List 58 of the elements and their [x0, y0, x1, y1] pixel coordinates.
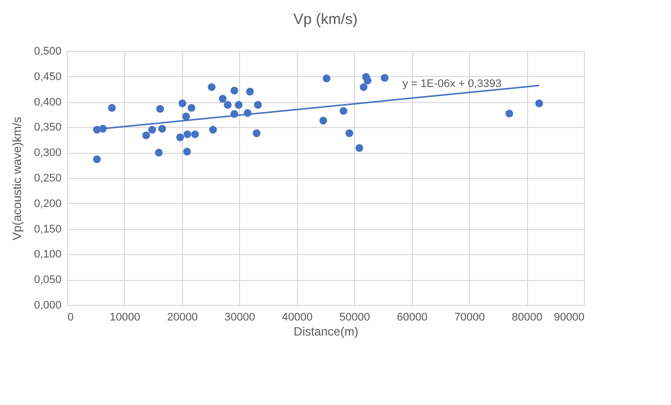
- x-tick-label: 10000: [110, 312, 140, 324]
- point: [154, 148, 163, 156]
- annotation: y = 1E-06x + 0,3393: [402, 78, 502, 90]
- point: [252, 129, 260, 138]
- point: [224, 100, 232, 109]
- x-tick-label: 40000: [282, 312, 313, 324]
- y-tick-label: 0,050: [34, 274, 62, 286]
- point: [505, 110, 514, 118]
- point: [340, 107, 348, 115]
- x-tick-label: 30000: [224, 312, 256, 324]
- point: [182, 112, 190, 120]
- point: [108, 104, 116, 112]
- chart-title: Vp (km/s): [293, 11, 358, 28]
- x-tick-label: 20000: [167, 312, 198, 324]
- y-tick-label: 0,200: [34, 198, 62, 210]
- point: [234, 100, 243, 109]
- x-tick-label: 80000: [512, 312, 542, 324]
- point: [535, 99, 544, 108]
- y-tick-label: 0,150: [34, 223, 62, 236]
- point: [230, 86, 238, 94]
- x-axis-title: Distance(m): [294, 324, 358, 338]
- point: [254, 100, 262, 109]
- point: [364, 76, 372, 84]
- x-tick-label: 0: [68, 312, 74, 324]
- point: [360, 83, 368, 91]
- point: [176, 133, 184, 142]
- point: [142, 131, 150, 140]
- y-tick-label: 0,250: [34, 172, 62, 184]
- point: [178, 99, 186, 108]
- y-tick-label: 0,000: [34, 300, 62, 312]
- point: [158, 124, 166, 133]
- y-axis-title: Vp(acoustic wave)km/s: [10, 116, 24, 240]
- y-tick-label: 0,450: [34, 70, 62, 83]
- point: [191, 130, 199, 138]
- point: [380, 74, 389, 82]
- point: [346, 129, 354, 138]
- y-tick-label: 0,350: [34, 122, 62, 134]
- point: [322, 74, 330, 82]
- point: [218, 94, 227, 103]
- point: [209, 126, 217, 134]
- y-tick-label: 0,300: [34, 147, 62, 160]
- point: [246, 88, 254, 96]
- point: [188, 104, 196, 112]
- point: [183, 148, 191, 156]
- point: [184, 130, 192, 138]
- x-tick-label: 50000: [339, 312, 370, 324]
- point: [319, 116, 328, 124]
- point: [93, 155, 101, 164]
- y-tick-label: 0,100: [34, 248, 62, 261]
- x-tick-label: 70000: [454, 312, 485, 324]
- x-tick-label: 60000: [396, 312, 428, 324]
- point: [208, 83, 216, 91]
- point: [148, 126, 156, 134]
- point: [355, 144, 364, 152]
- x-tick-label: 90000: [554, 312, 584, 324]
- point: [156, 105, 164, 113]
- y-tick-label: 0,400: [34, 96, 62, 108]
- y-tick-label: 0,500: [34, 46, 62, 58]
